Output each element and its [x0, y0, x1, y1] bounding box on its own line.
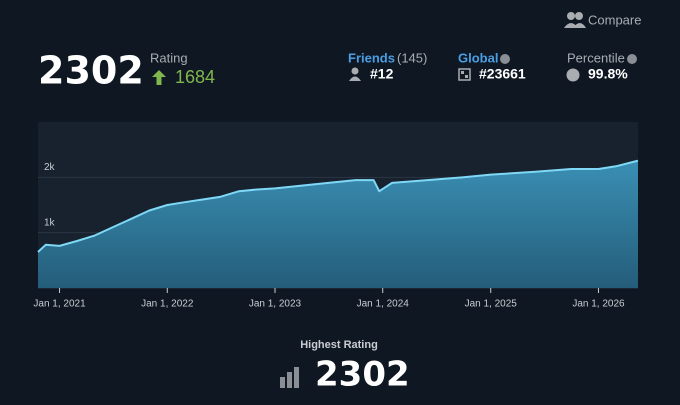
compare-button[interactable]: Compare	[564, 12, 641, 28]
percentile-value: 99.8%	[588, 66, 628, 82]
x-tick-label: Jan 1, 2026	[572, 299, 625, 310]
compare-text[interactable]: Compare	[588, 12, 641, 27]
y-tick-label: 1k	[44, 217, 56, 228]
friends-rank: #12	[370, 66, 394, 82]
x-tick-label: Jan 1, 2023	[249, 299, 302, 310]
rating-area	[38, 160, 638, 288]
friends-label[interactable]: Friends	[348, 50, 395, 65]
percentile-icon	[566, 68, 580, 82]
y-tick-label: 2k	[44, 162, 56, 173]
x-tick-label: Jan 1, 2025	[465, 299, 518, 310]
rating-line	[37, 159, 639, 253]
up-arrow	[152, 70, 166, 85]
x-tick-label: Jan 1, 2024	[357, 299, 410, 310]
highest-value: 2302	[315, 355, 410, 395]
friends-count: (145)	[397, 50, 427, 65]
bars-icon	[280, 367, 299, 388]
global-label[interactable]: Global	[458, 50, 498, 65]
rating-label: Rating	[150, 50, 188, 65]
help-icon[interactable]	[500, 54, 510, 64]
board-icon	[458, 68, 471, 81]
x-tick-label: Jan 1, 2022	[141, 299, 194, 310]
help-icon[interactable]	[627, 54, 637, 64]
friend-icon	[349, 67, 361, 81]
global-rank: #23661	[479, 66, 526, 82]
highest-label: Highest Rating	[300, 339, 378, 351]
rating-value: 2302	[38, 49, 144, 93]
percentile-label: Percentile	[567, 50, 625, 65]
x-tick-label: Jan 1, 2021	[33, 299, 86, 310]
rating-change: 1684	[175, 67, 215, 87]
